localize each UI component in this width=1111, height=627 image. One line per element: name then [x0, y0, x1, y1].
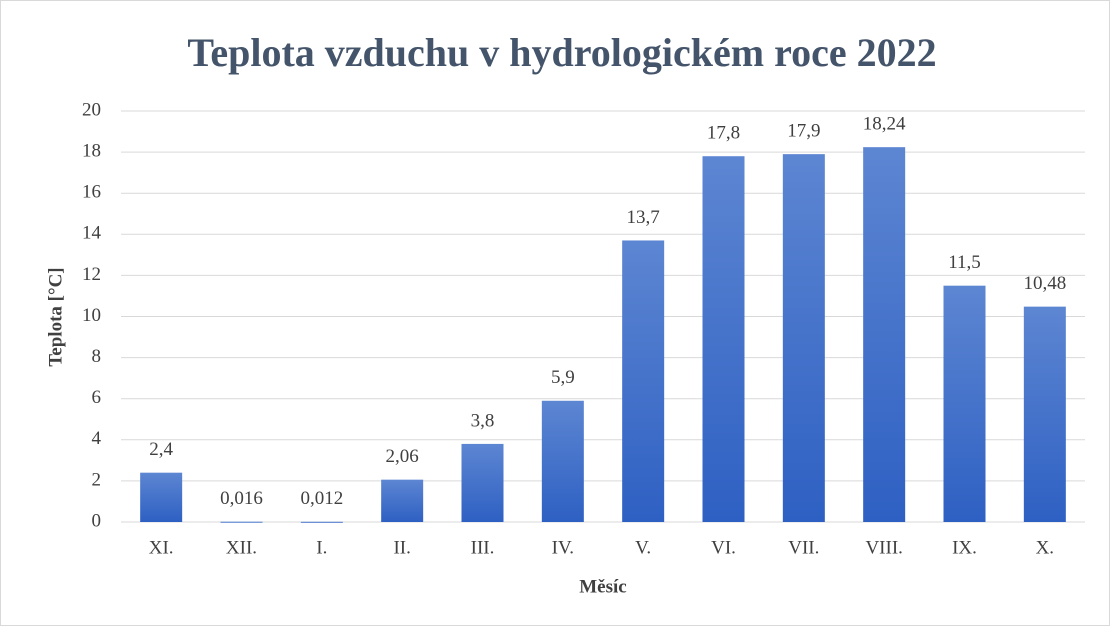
data-label: 10,48: [1023, 273, 1066, 294]
y-tick-label: 6: [92, 387, 102, 408]
bar: [381, 479, 424, 522]
y-tick-label: 12: [82, 264, 101, 285]
data-label: 0,016: [220, 488, 263, 509]
y-tick-label: 8: [92, 346, 102, 367]
data-label: 5,9: [551, 367, 575, 388]
y-tick-label: 18: [82, 140, 101, 161]
y-tick-label: 2: [92, 469, 102, 490]
x-tick-label: XII.: [226, 537, 257, 558]
x-tick-label: VI.: [711, 537, 736, 558]
x-tick-label: IX.: [952, 537, 977, 558]
y-tick-label: 16: [82, 182, 101, 203]
data-label: 13,7: [627, 207, 660, 228]
y-tick-label: 0: [92, 510, 102, 531]
bar: [1023, 306, 1066, 522]
x-tick-label: I.: [316, 537, 327, 558]
x-tick-label: IV.: [552, 537, 574, 558]
data-label: 2,06: [386, 446, 419, 467]
y-tick-label: 4: [92, 428, 102, 449]
x-tick-label: II.: [393, 537, 410, 558]
x-tick-label: III.: [471, 537, 495, 558]
chart-title: Teplota vzduchu v hydrologickém roce 202…: [187, 30, 936, 75]
bar: [863, 147, 906, 522]
bar: [943, 285, 986, 522]
bar: [461, 443, 504, 522]
data-label: 0,012: [300, 488, 343, 509]
data-label: 17,9: [787, 121, 820, 142]
x-axis-title: Měsíc: [579, 576, 626, 597]
y-axis-title: Teplota [°C]: [45, 267, 66, 366]
bar: [220, 521, 263, 523]
x-tick-label: XI.: [149, 537, 174, 558]
x-tick-label: X.: [1036, 537, 1054, 558]
bar: [622, 240, 665, 522]
bar: [541, 400, 584, 522]
x-tick-label: VII.: [788, 537, 819, 558]
bar: [782, 154, 825, 522]
bar: [702, 156, 745, 522]
x-tick-label: V.: [635, 537, 651, 558]
bar: [300, 521, 343, 523]
y-tick-label: 20: [82, 99, 101, 120]
y-tick-label: 14: [82, 223, 102, 244]
data-label: 18,24: [863, 114, 906, 135]
y-tick-label: 10: [82, 305, 101, 326]
data-label: 17,8: [707, 123, 740, 144]
data-label: 3,8: [471, 410, 495, 431]
x-tick-label: VIII.: [865, 537, 902, 558]
bar: [140, 472, 183, 522]
data-label: 11,5: [948, 252, 981, 273]
data-label: 2,4: [149, 439, 173, 460]
